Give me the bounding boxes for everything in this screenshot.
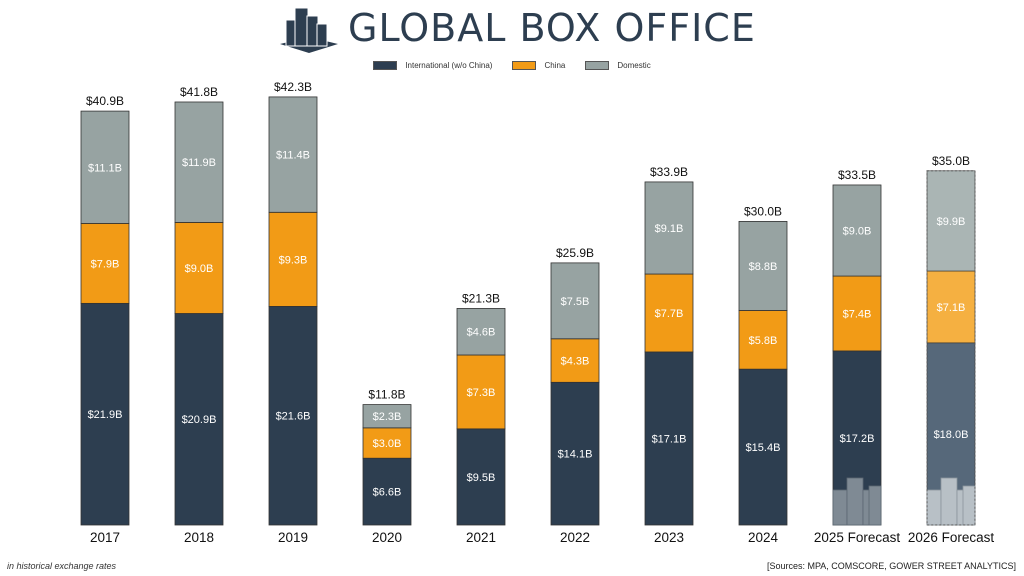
bar-segment bbox=[174, 222, 224, 314]
bar-segment bbox=[362, 404, 412, 429]
forecast-outline bbox=[926, 170, 976, 526]
bar-segment bbox=[926, 170, 976, 272]
segment-label: $9.5B bbox=[467, 472, 496, 484]
building-icon bbox=[832, 489, 848, 526]
footnote: in historical exchange rates bbox=[7, 561, 117, 571]
segment-label: $9.3B bbox=[279, 254, 308, 266]
segment-label: $11.1B bbox=[88, 162, 122, 174]
total-label: $42.3B bbox=[274, 80, 312, 94]
category-label: 2022 bbox=[560, 530, 590, 545]
total-label: $33.9B bbox=[650, 165, 688, 179]
page-title: GLOBAL BOX OFFICE bbox=[348, 6, 756, 50]
building-icon bbox=[962, 485, 976, 526]
segment-label: $9.0B bbox=[185, 263, 214, 275]
legend-item-international: International (w/o China) bbox=[373, 61, 492, 70]
segment-label: $17.1B bbox=[652, 433, 687, 445]
segment-label: $20.9B bbox=[182, 414, 217, 426]
total-label: $33.5B bbox=[838, 168, 876, 182]
category-label: 2017 bbox=[90, 530, 120, 545]
bar-segment bbox=[644, 273, 694, 353]
building-icon bbox=[940, 477, 958, 526]
bar-segment bbox=[268, 306, 318, 526]
segment-label: $5.8B bbox=[749, 335, 778, 347]
total-label: $11.8B bbox=[368, 388, 405, 402]
total-label: $35.0B bbox=[932, 154, 970, 168]
bar-segment bbox=[362, 457, 412, 526]
segment-label: $7.7B bbox=[655, 308, 684, 320]
bar-segment bbox=[174, 313, 224, 526]
total-label: $40.9B bbox=[86, 94, 124, 108]
bar-segment bbox=[738, 310, 788, 370]
total-label: $41.8B bbox=[180, 85, 218, 99]
category-label: 2023 bbox=[654, 530, 684, 545]
bar-segment bbox=[644, 181, 694, 275]
bar-segment bbox=[550, 381, 600, 526]
segment-label: $15.4B bbox=[746, 442, 781, 454]
legend-label: China bbox=[544, 61, 566, 70]
bar-segment bbox=[926, 270, 976, 344]
segment-label: $4.3B bbox=[561, 356, 590, 368]
segment-label: $7.3B bbox=[467, 387, 496, 399]
bar-segment bbox=[268, 211, 318, 307]
legend-swatch bbox=[585, 61, 610, 70]
segment-label: $2.3B bbox=[373, 411, 402, 423]
category-label: 2024 bbox=[748, 530, 779, 545]
segment-label: $21.6B bbox=[276, 411, 311, 423]
bar-segment bbox=[832, 275, 882, 352]
legend: International (w/o China) China Domestic bbox=[0, 61, 1024, 70]
bar-segment bbox=[550, 338, 600, 383]
segment-label: $8.8B bbox=[749, 261, 778, 273]
category-label: 2021 bbox=[466, 530, 496, 545]
bar-segment bbox=[644, 351, 694, 526]
segment-label: $7.4B bbox=[843, 308, 872, 320]
legend-swatch bbox=[512, 61, 537, 70]
category-label: 2026 Forecast bbox=[908, 530, 995, 545]
building-icon bbox=[926, 489, 942, 526]
segment-label: $3.0B bbox=[373, 438, 402, 450]
segment-label: $7.1B bbox=[937, 302, 966, 314]
bar-segment bbox=[456, 308, 506, 356]
segment-label: $7.5B bbox=[561, 296, 590, 308]
segment-label: $9.1B bbox=[655, 223, 684, 235]
total-label: $25.9B bbox=[556, 246, 594, 260]
segment-label: $9.0B bbox=[843, 226, 872, 238]
sources: [Sources: MPA, COMSCORE, GOWER STREET AN… bbox=[766, 561, 1016, 571]
segment-label: $4.6B bbox=[467, 327, 496, 339]
bar-segment bbox=[174, 101, 224, 223]
category-label: 2018 bbox=[184, 530, 214, 545]
total-label: $21.3B bbox=[462, 291, 500, 305]
legend-swatch bbox=[373, 61, 398, 70]
category-label: 2020 bbox=[372, 530, 402, 545]
legend-label: Domestic bbox=[617, 61, 651, 70]
bar-segment bbox=[362, 427, 412, 459]
building-icon bbox=[846, 477, 864, 526]
bar-segment bbox=[738, 368, 788, 526]
segment-label: $11.9B bbox=[182, 157, 216, 169]
segment-label: $9.9B bbox=[937, 216, 966, 228]
category-label: 2025 Forecast bbox=[814, 530, 901, 545]
bar-segment bbox=[80, 110, 130, 224]
skyline-icon bbox=[280, 7, 338, 53]
segment-label: $18.0B bbox=[934, 429, 969, 441]
bar-segment bbox=[456, 428, 506, 526]
segment-label: $11.4B bbox=[276, 150, 310, 162]
legend-item-china: China bbox=[512, 61, 565, 70]
bar-segment bbox=[268, 96, 318, 213]
bar-segment bbox=[550, 262, 600, 340]
legend-item-domestic: Domestic bbox=[585, 61, 651, 70]
stacked-bar-chart: $21.9B $7.9B $11.1B $40.9B 2017 $20.9B $9.0B $1… bbox=[80, 80, 995, 545]
segment-label: $14.1B bbox=[558, 449, 593, 461]
segment-label: $21.9B bbox=[88, 409, 123, 421]
bar-segment bbox=[738, 220, 788, 311]
building-icon bbox=[868, 485, 882, 526]
segment-label: $6.6B bbox=[373, 487, 402, 499]
bar-segment bbox=[832, 184, 882, 277]
segment-label: $7.9B bbox=[91, 258, 120, 270]
segment-label: $17.2B bbox=[840, 433, 875, 445]
legend-label: International (w/o China) bbox=[405, 61, 493, 70]
category-label: 2019 bbox=[278, 530, 308, 545]
total-label: $30.0B bbox=[744, 204, 782, 218]
